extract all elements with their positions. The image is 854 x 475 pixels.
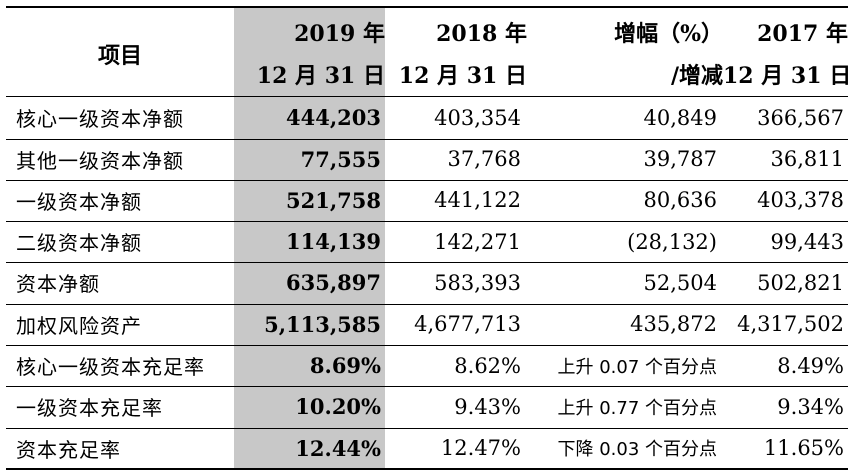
value-2018: 8.62%	[454, 353, 521, 378]
row-label: 核心一级资本充足率	[16, 355, 205, 380]
value-2017: 36,811	[770, 147, 844, 172]
value-2019: 444,203	[286, 105, 381, 131]
header-2019-date: 12 月 31 日	[256, 63, 385, 89]
value-2018: 37,768	[447, 147, 521, 172]
row-label: 一级资本充足率	[16, 396, 163, 421]
table-row: 加权风险资产 5,113,585 4,677,713 435,872 4,317,502	[6, 304, 848, 346]
row-label: 资本充足率	[16, 437, 121, 462]
table-row: 一级资本充足率 10.20% 9.43% 上升 0.77 个百分点 9.34%	[6, 386, 848, 429]
value-2017: 99,443	[770, 229, 844, 254]
table-row: 核心一级资本充足率 8.69% 8.62% 上升 0.07 个百分点 8.49%	[6, 345, 848, 388]
row-label: 加权风险资产	[16, 313, 142, 338]
row-label: 核心一级资本净额	[16, 107, 184, 132]
value-2017: 8.49%	[777, 353, 844, 378]
value-change: 80,636	[643, 188, 717, 213]
value-2019: 114,139	[286, 229, 381, 255]
header-2017-date: 12 月 31 日	[723, 63, 852, 89]
table-row: 一级资本净额 521,758 441,122 80,636 403,378	[6, 180, 848, 223]
value-2017: 502,821	[757, 270, 844, 295]
header-change-diff: /增减	[670, 63, 723, 89]
value-2018: 142,271	[434, 229, 521, 254]
row-label: 二级资本净额	[16, 231, 142, 256]
value-2018: 583,393	[434, 270, 521, 295]
value-change: 39,787	[643, 147, 717, 172]
value-2019: 8.69%	[309, 353, 381, 379]
value-2019: 12.44%	[295, 435, 381, 461]
value-2019: 521,758	[286, 187, 381, 213]
value-2017: 403,378	[757, 188, 844, 213]
header-2018: 2018 年 12 月 31 日	[385, 8, 527, 96]
value-change: 435,872	[630, 312, 717, 337]
table-row: 资本净额 635,897 583,393 52,504 502,821	[6, 262, 848, 305]
table-row: 资本充足率 12.44% 12.47% 下降 0.03 个百分点 11.65%	[6, 427, 848, 469]
header-2019-year: 2019 年	[294, 21, 385, 47]
value-2019: 77,555	[300, 146, 381, 172]
header-change-pct: 增幅（%）	[614, 21, 723, 47]
value-2017: 366,567	[757, 105, 844, 130]
row-label: 资本净额	[16, 272, 100, 297]
header-2017: 2017 年 12 月 31 日	[723, 8, 852, 96]
header-2018-date: 12 月 31 日	[398, 63, 527, 89]
table-top-rule	[6, 6, 848, 8]
value-2017: 9.34%	[777, 394, 844, 419]
row-label: 一级资本净额	[16, 189, 142, 214]
header-change: 增幅（%） /增减	[527, 8, 723, 96]
value-2019: 10.20%	[295, 394, 381, 420]
value-change: 下降 0.03 个百分点	[557, 439, 717, 461]
header-2018-year: 2018 年	[436, 21, 527, 47]
table-body: 核心一级资本净额 444,203 403,354 40,849 366,567 其他一级资…	[6, 97, 848, 468]
value-2017: 11.65%	[763, 436, 844, 461]
header-item: 项目	[97, 43, 142, 69]
value-change: (28,132)	[627, 229, 717, 254]
value-change: 52,504	[643, 270, 717, 295]
value-2019: 635,897	[286, 270, 381, 296]
value-change: 上升 0.77 个百分点	[557, 397, 717, 419]
header-2017-year: 2017 年	[757, 21, 848, 47]
value-2018: 9.43%	[454, 394, 521, 419]
row-label: 其他一级资本净额	[16, 148, 184, 173]
capital-adequacy-table: 项目 2019 年 12 月 31 日 2018 年 12 月 31 日 增幅（…	[6, 6, 852, 470]
table-header: 项目 2019 年 12 月 31 日 2018 年 12 月 31 日 增幅（…	[6, 8, 852, 97]
table-row: 二级资本净额 114,139 142,271 (28,132) 99,443	[6, 221, 848, 264]
value-change: 上升 0.07 个百分点	[557, 356, 717, 378]
value-2019: 5,113,585	[264, 311, 381, 337]
value-2018: 441,122	[434, 188, 521, 213]
table-row: 核心一级资本净额 444,203 403,354 40,849 366,567	[6, 97, 848, 140]
table-row: 其他一级资本净额 77,555 37,768 39,787 36,811	[6, 138, 848, 181]
value-2018: 4,677,713	[414, 312, 521, 337]
table-bottom-rule	[6, 468, 848, 470]
value-2017: 4,317,502	[737, 312, 844, 337]
value-2018: 403,354	[434, 105, 521, 130]
highlight-column-2019	[234, 6, 385, 470]
value-change: 40,849	[643, 105, 717, 130]
value-2018: 12.47%	[440, 436, 521, 461]
header-2019: 2019 年 12 月 31 日	[234, 8, 385, 96]
